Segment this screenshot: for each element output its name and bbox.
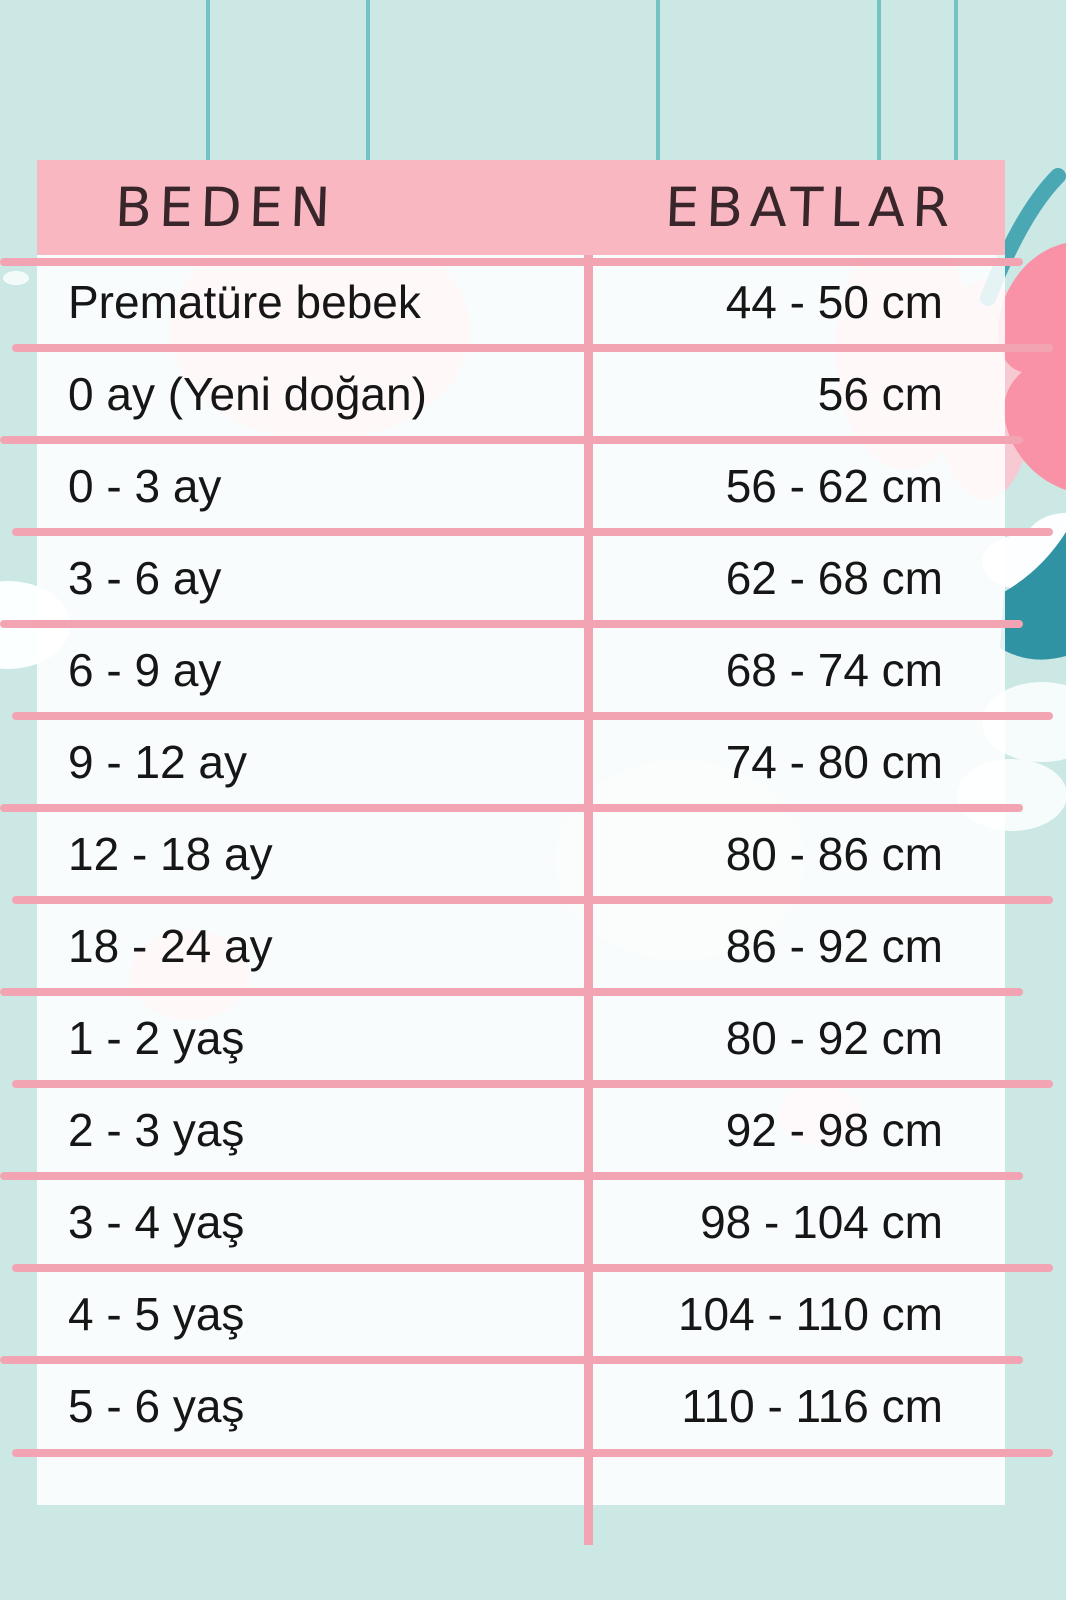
- size-cell: 9 - 12 ay: [68, 736, 247, 788]
- row-divider: [0, 258, 1023, 266]
- table-header: BEDEN EBATLAR: [37, 160, 1005, 255]
- size-cell: 6 - 9 ay: [68, 644, 222, 696]
- size-cell: 18 - 24 ay: [68, 920, 273, 972]
- dimension-cell: 80 - 86 cm: [725, 828, 943, 880]
- dimension-cell: 98 - 104 cm: [700, 1196, 943, 1248]
- row-divider: [12, 1449, 1053, 1457]
- row-divider: [0, 620, 1023, 628]
- size-cell: 3 - 6 ay: [68, 552, 222, 604]
- row-divider: [12, 1264, 1053, 1272]
- dimension-cell: 62 - 68 cm: [725, 552, 943, 604]
- size-cell: 2 - 3 yaş: [68, 1104, 245, 1156]
- row-divider: [0, 1356, 1023, 1364]
- dimension-cell: 92 - 98 cm: [725, 1104, 943, 1156]
- row-divider: [0, 1172, 1023, 1180]
- table-row: 0 ay (Yeni doğan) 56 cm: [37, 348, 1005, 440]
- size-cell: 1 - 2 yaş: [68, 1012, 245, 1064]
- table-row: 4 - 5 yaş 104 - 110 cm: [37, 1268, 1005, 1360]
- row-divider: [0, 436, 1023, 444]
- table-row: 2 - 3 yaş 92 - 98 cm: [37, 1084, 1005, 1176]
- dimension-cell: 68 - 74 cm: [725, 644, 943, 696]
- pink-balloon-blob: [998, 243, 1066, 490]
- table-panel: [37, 255, 1005, 1505]
- table-row: 12 - 18 ay 80 - 86 cm: [37, 808, 1005, 900]
- row-divider: [0, 804, 1023, 812]
- row-divider: [12, 1080, 1053, 1088]
- dimension-cell: 104 - 110 cm: [677, 1288, 943, 1340]
- table-row: 3 - 6 ay 62 - 68 cm: [37, 532, 1005, 624]
- dimension-cell: 44 - 50 cm: [725, 276, 943, 328]
- dimension-cell: 56 cm: [817, 368, 943, 420]
- size-cell: 4 - 5 yaş: [68, 1288, 245, 1340]
- dimension-cell: 86 - 92 cm: [725, 920, 943, 972]
- row-divider: [0, 988, 1023, 996]
- size-cell: 12 - 18 ay: [68, 828, 273, 880]
- size-cell: 0 - 3 ay: [68, 460, 222, 512]
- table-row: 5 - 6 yaş 110 - 116 cm: [37, 1360, 1005, 1452]
- dimension-cell: 56 - 62 cm: [725, 460, 943, 512]
- size-cell: 3 - 4 yaş: [68, 1196, 245, 1248]
- row-divider: [12, 896, 1053, 904]
- hanging-string-lines: [206, 0, 958, 162]
- table-row: 3 - 4 yaş 98 - 104 cm: [37, 1176, 1005, 1268]
- dimension-cell: 74 - 80 cm: [725, 736, 943, 788]
- row-divider: [12, 528, 1053, 536]
- table-row: 6 - 9 ay 68 - 74 cm: [37, 624, 1005, 716]
- row-divider: [12, 344, 1053, 352]
- dimension-cell: 80 - 92 cm: [725, 1012, 943, 1064]
- table-row: 18 - 24 ay 86 - 92 cm: [37, 900, 1005, 992]
- table-row: 1 - 2 yaş 80 - 92 cm: [37, 992, 1005, 1084]
- table-row-empty: [37, 1452, 1005, 1544]
- size-cell: 5 - 6 yaş: [68, 1380, 245, 1432]
- column-header-ebatlar: EBATLAR: [664, 176, 959, 239]
- dimension-cell: 110 - 116 cm: [681, 1380, 943, 1432]
- table-row: Prematüre bebek 44 - 50 cm: [37, 256, 1005, 348]
- table-row: 9 - 12 ay 74 - 80 cm: [37, 716, 1005, 808]
- table-row: 0 - 3 ay 56 - 62 cm: [37, 440, 1005, 532]
- size-cell: Prematüre bebek: [68, 276, 421, 328]
- size-cell: 0 ay (Yeni doğan): [68, 368, 427, 420]
- column-header-beden: BEDEN: [113, 176, 339, 239]
- row-divider: [12, 712, 1053, 720]
